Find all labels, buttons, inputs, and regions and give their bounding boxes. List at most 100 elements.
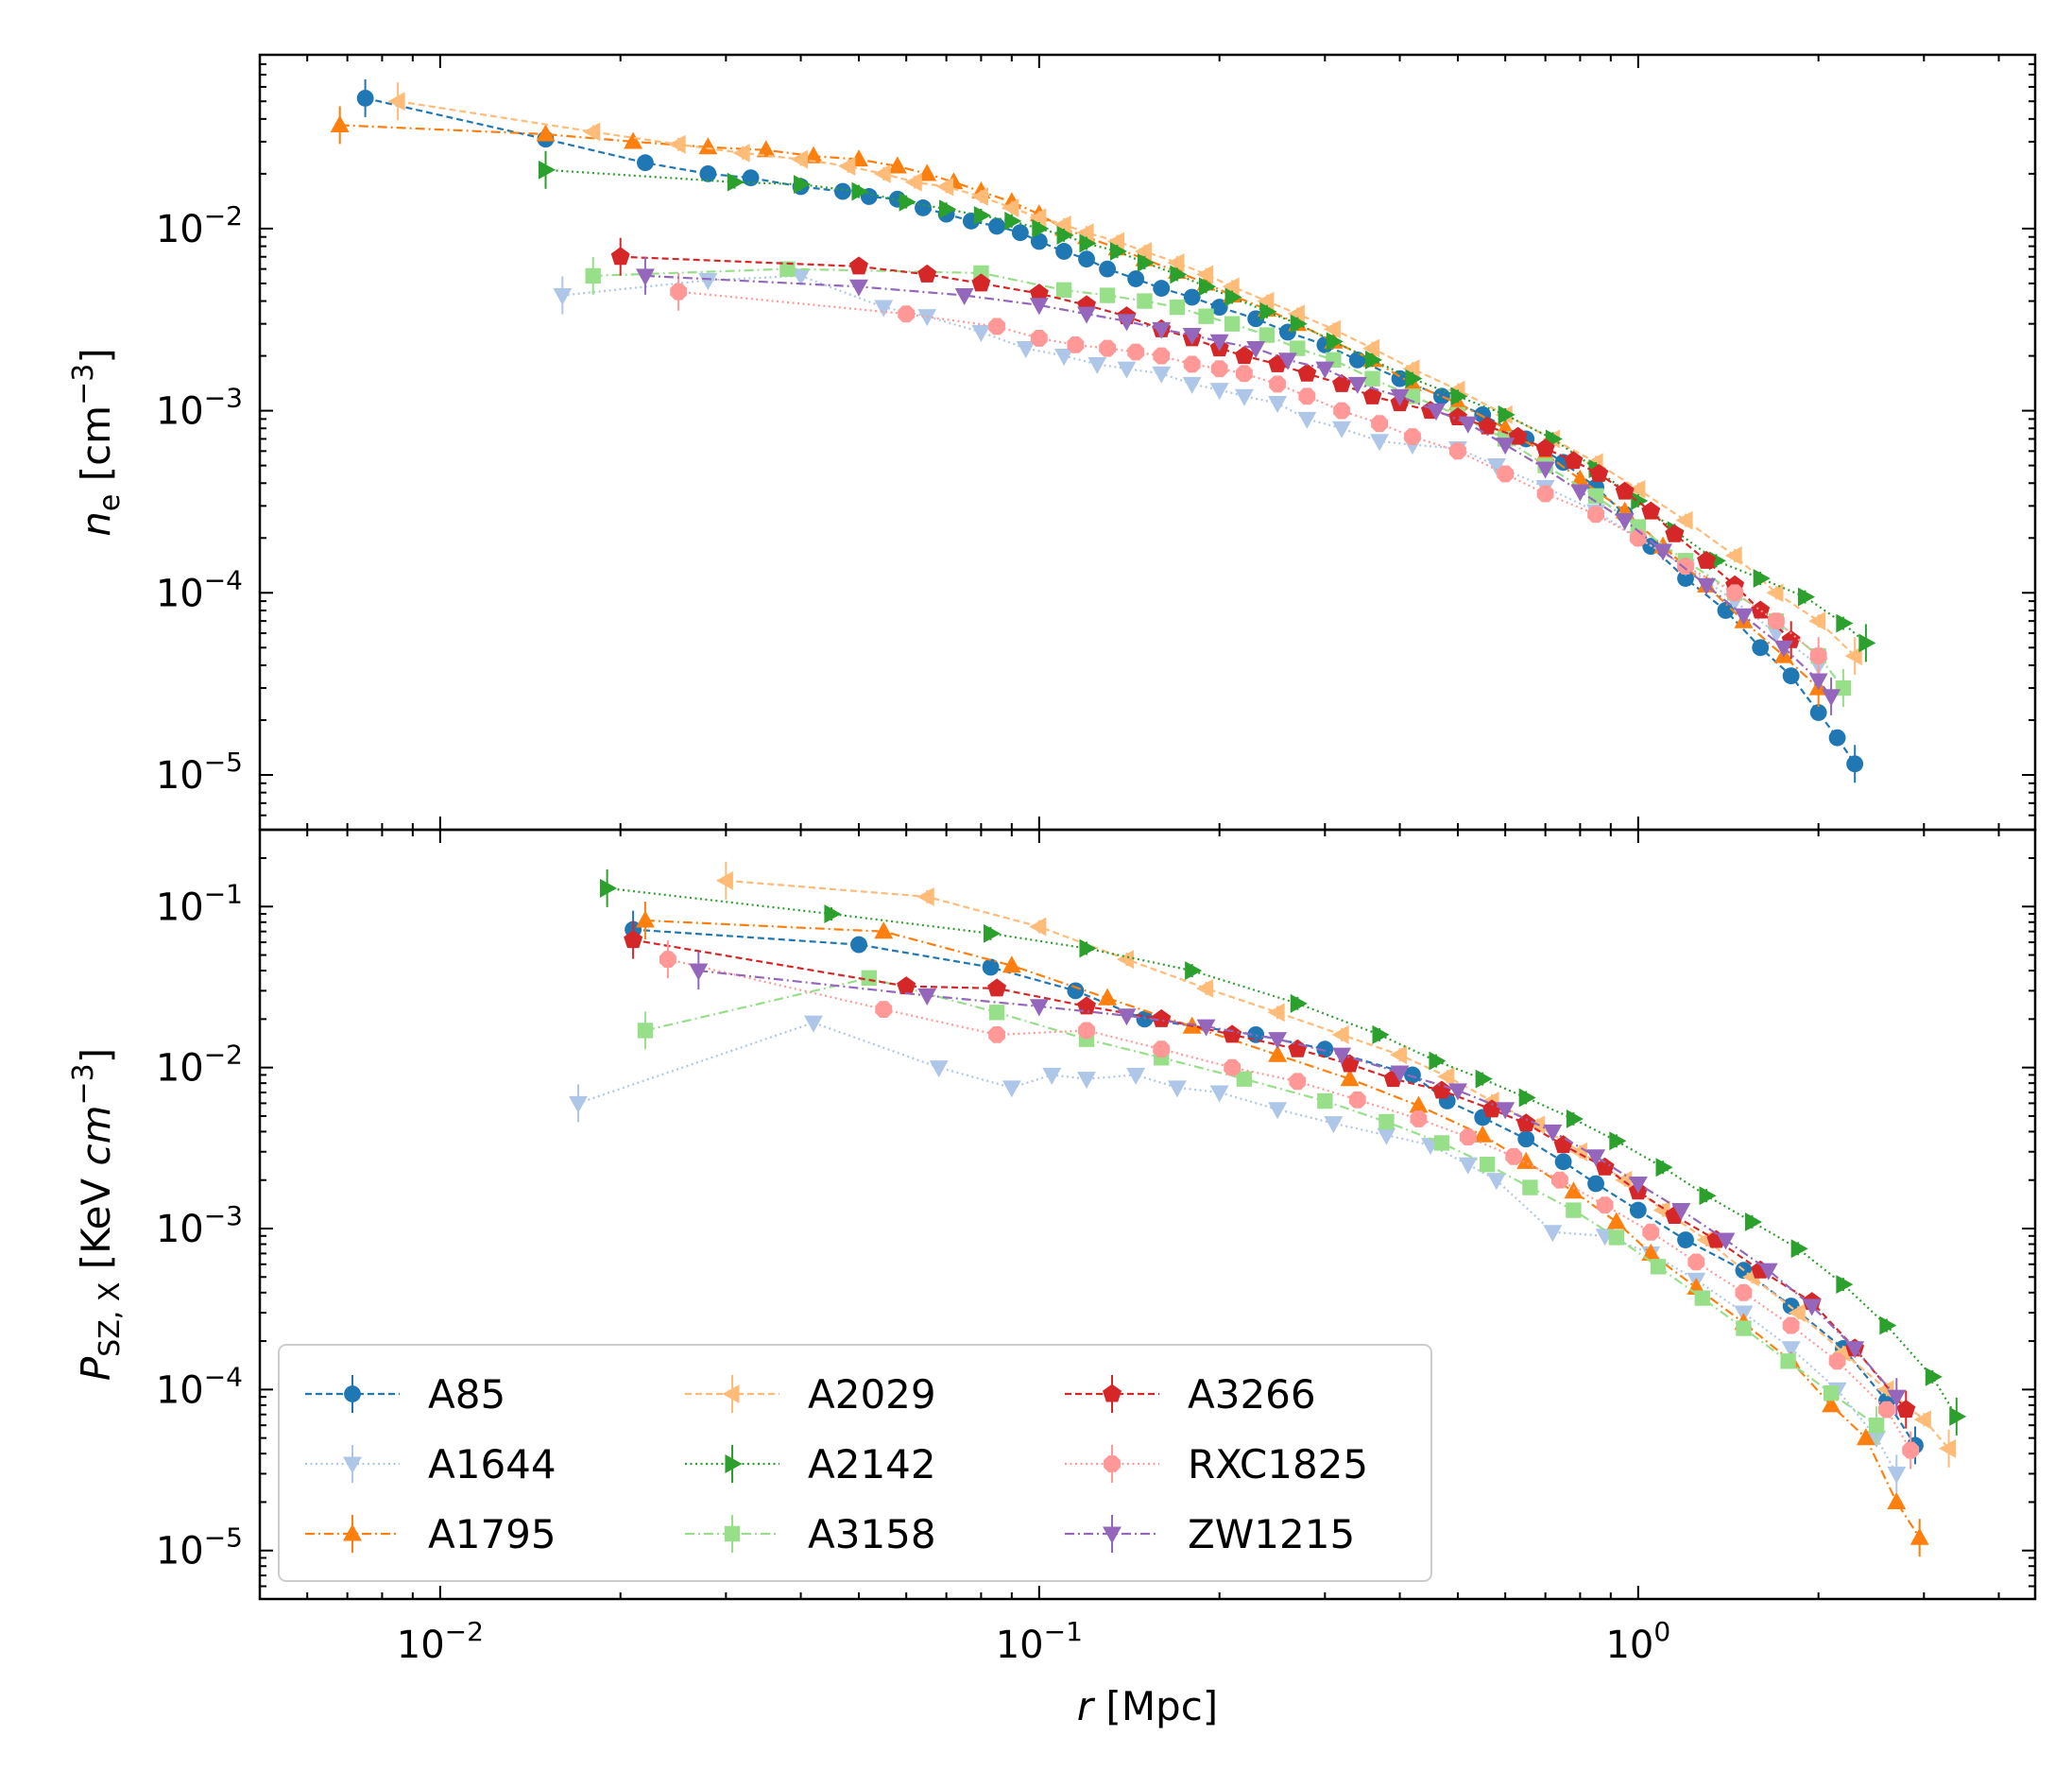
data-point — [1362, 338, 1380, 358]
data-point — [1823, 1384, 1840, 1401]
y-tick-label: 10−2 — [156, 1040, 243, 1091]
data-point — [668, 134, 686, 154]
data-point — [1687, 1253, 1705, 1271]
data-point — [1053, 215, 1071, 234]
data-point — [1055, 243, 1072, 260]
x-tick-label-exp: −2 — [445, 1616, 484, 1647]
data-point — [1126, 1067, 1146, 1085]
data-point — [1029, 917, 1047, 937]
data-point — [1404, 428, 1421, 445]
data-point — [1077, 1072, 1096, 1090]
data-point — [1224, 316, 1241, 332]
data-point — [1473, 1125, 1493, 1143]
y-tick-label: 10−2 — [156, 200, 243, 251]
data-point — [1347, 376, 1367, 394]
data-point — [1566, 1109, 1584, 1128]
data-point — [1127, 343, 1145, 361]
data-point — [1768, 612, 1785, 630]
data-point — [610, 247, 630, 266]
data-point — [1694, 1290, 1710, 1306]
data-point — [1433, 1135, 1450, 1151]
data-point — [1913, 1410, 1931, 1430]
data-point — [1109, 241, 1127, 261]
data-point — [1137, 293, 1153, 309]
data-point — [727, 172, 745, 192]
x-tick-label-base: 10 — [397, 1624, 445, 1667]
data-point — [1449, 442, 1466, 460]
data-point — [583, 122, 601, 142]
legend-entry-a2029: A2029 — [685, 1371, 936, 1418]
data-point — [1498, 404, 1515, 424]
data-point — [793, 175, 812, 195]
data-point — [1152, 1008, 1172, 1027]
data-point — [1210, 360, 1228, 378]
data-point — [1726, 584, 1744, 602]
bottom-panel-pressure: 10−510−410−310−210−110−2 10−1 100 PSZ, X [… — [67, 828, 2037, 1729]
data-point — [1753, 569, 1771, 588]
data-point — [1169, 299, 1186, 316]
data-point — [1199, 277, 1217, 297]
data-point — [1117, 314, 1137, 332]
data-point — [699, 164, 717, 182]
data-point — [1458, 1157, 1478, 1175]
data-point — [1257, 291, 1275, 311]
legend-marker — [722, 1384, 740, 1403]
data-point — [1297, 411, 1317, 429]
data-point — [849, 279, 868, 297]
data-point — [600, 878, 618, 898]
data-point — [1475, 1069, 1493, 1089]
data-point — [1410, 1110, 1428, 1127]
data-point — [732, 143, 750, 163]
y-tick-label-base: 10 — [156, 1368, 204, 1412]
data-point — [1653, 543, 1673, 561]
data-point — [1209, 1085, 1229, 1103]
top-y-axis-label: ne [cm−3] — [67, 348, 127, 536]
series-a2142 — [538, 150, 1876, 662]
y-tick-label-base: 10 — [156, 886, 204, 929]
y-tick-label-exp: −5 — [204, 1522, 243, 1554]
data-point — [670, 283, 688, 301]
data-point — [850, 936, 867, 954]
data-point — [1196, 1019, 1216, 1037]
y-tick-label: 10−5 — [156, 747, 243, 798]
data-point — [1332, 421, 1352, 438]
data-point — [1902, 1441, 1920, 1459]
data-point — [1828, 1352, 1846, 1370]
data-point — [1209, 383, 1229, 401]
data-point — [1697, 550, 1717, 569]
data-point — [1631, 490, 1649, 510]
y-tick-label-base: 10 — [156, 208, 204, 251]
series-zw1215 — [689, 952, 1907, 1417]
data-point — [1196, 978, 1214, 998]
x-tick-label: 100 — [1605, 1616, 1670, 1667]
data-point — [536, 124, 556, 142]
data-point — [1752, 639, 1770, 657]
data-point — [1004, 211, 1022, 231]
data-point — [1182, 328, 1202, 346]
data-point — [983, 923, 1002, 943]
legend-entry-a3266: A3266 — [1065, 1371, 1316, 1418]
y-label-symbol: P — [73, 1356, 119, 1381]
data-point — [1222, 277, 1240, 297]
data-point — [1167, 252, 1185, 272]
data-point — [1116, 950, 1135, 970]
data-point — [1332, 373, 1352, 392]
data-point — [917, 264, 937, 283]
data-point — [1822, 689, 1841, 707]
y-tick-label-exp: −4 — [204, 1361, 243, 1392]
data-point — [568, 1095, 588, 1113]
data-point — [1505, 1147, 1523, 1165]
data-point — [1267, 1003, 1285, 1023]
data-point — [1326, 332, 1344, 352]
data-point — [1758, 1263, 1778, 1281]
data-point — [1127, 270, 1145, 287]
legend-marker — [343, 1456, 362, 1474]
data-point — [689, 963, 709, 981]
data-point — [1236, 365, 1253, 383]
data-point — [1032, 218, 1050, 238]
data-point — [635, 910, 655, 928]
x-tick-label: 10−2 — [397, 1616, 484, 1667]
data-point — [1297, 363, 1317, 382]
legend-entry-zw1215: ZW1215 — [1065, 1511, 1355, 1557]
data-point — [1458, 416, 1478, 434]
